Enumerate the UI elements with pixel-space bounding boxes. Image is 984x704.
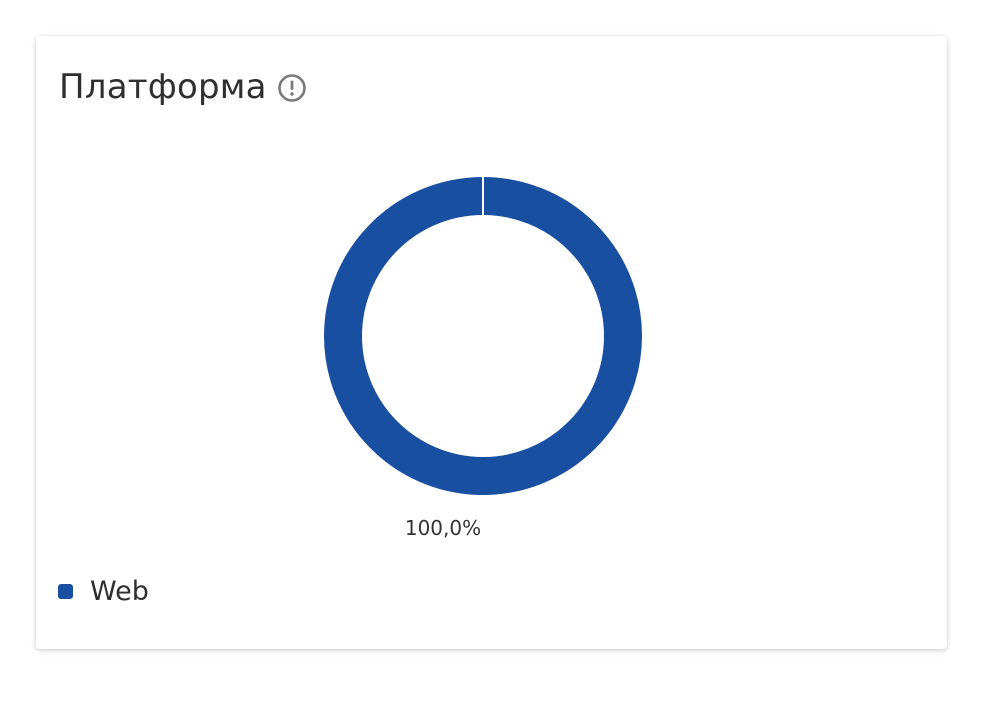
info-circle-icon[interactable] [277,73,307,103]
platform-card: Платформа 100,0% Web [36,36,947,649]
legend-label: Web [90,576,149,607]
slice-data-label: 100,0% [405,516,481,540]
legend-item[interactable]: Web [58,576,149,607]
chart-legend: Web [58,576,149,607]
card-title: Платформа [59,67,267,107]
legend-swatch [58,584,73,599]
card-header: Платформа [59,66,307,108]
donut-chart: 100,0% [324,176,642,540]
donut-slice-web[interactable] [324,177,642,495]
